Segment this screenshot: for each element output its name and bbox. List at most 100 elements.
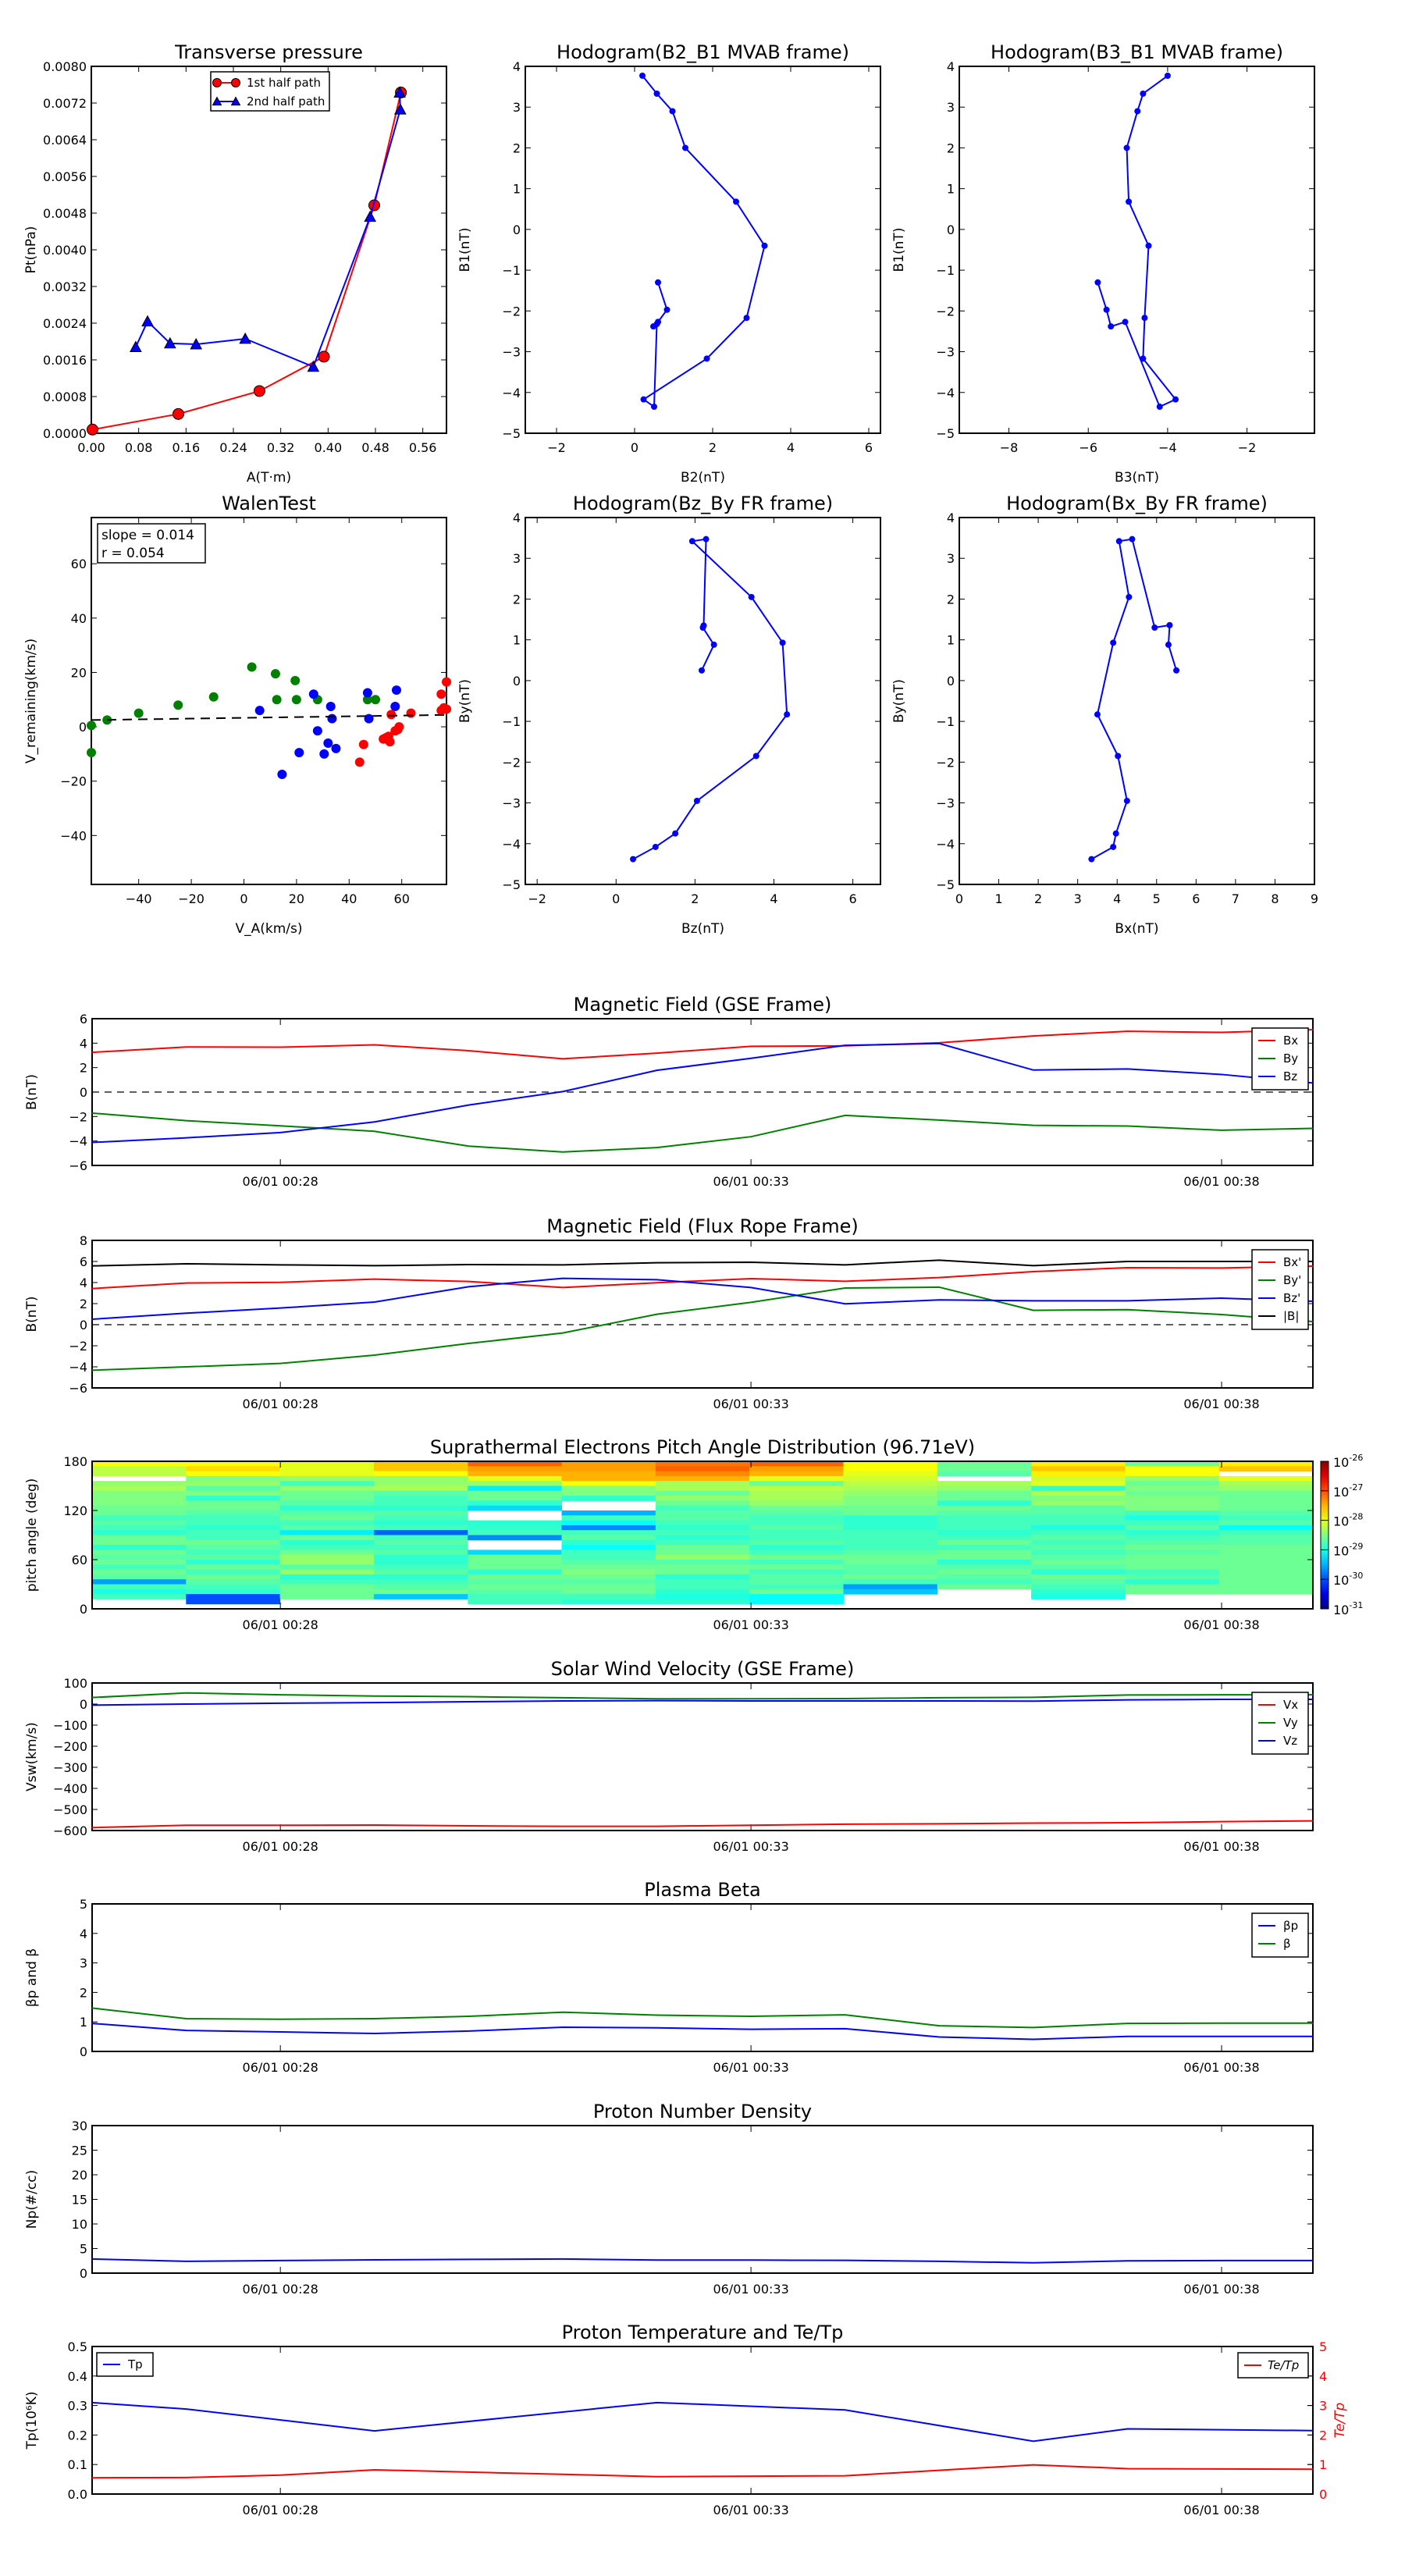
heatmap-cell: [1031, 1560, 1126, 1565]
chart-hodogram-bx-by: Hodogram(Bx_By FR frame) 0 1 2 3 4 5 6 7 8 9 Bx(nT)…: [891, 493, 1318, 937]
x-tick-label: 4: [1113, 891, 1121, 906]
heatmap-cell: [749, 1599, 844, 1605]
heatmap-cell: [655, 1485, 750, 1492]
heatmap-cell: [373, 1589, 468, 1595]
heatmap-cell: [937, 1525, 1032, 1531]
heatmap-cell: [186, 1589, 281, 1595]
heatmap-cell: [186, 1584, 281, 1590]
heatmap-cell: [1125, 1589, 1220, 1595]
y-tick-label: 4: [513, 59, 521, 74]
x-tick-label: 0: [955, 891, 963, 906]
scatter-point: [354, 757, 365, 767]
y-tick-label: 2: [947, 592, 955, 607]
chart-title: Hodogram(Bx_By FR frame): [1006, 493, 1268, 514]
y-tick-label: 0.0: [68, 2487, 87, 2502]
heatmap-cell: [1031, 1564, 1126, 1571]
heatmap-cell: [468, 1574, 563, 1580]
heatmap-cell: [1125, 1505, 1220, 1511]
y-axis-label: By(nT): [891, 679, 907, 723]
scatter-point: [364, 713, 374, 724]
scatter-point: [270, 669, 280, 679]
legend-label: Vy: [1283, 1716, 1298, 1730]
y-tick-label: −3: [936, 345, 955, 360]
heatmap-cell: [186, 1505, 281, 1511]
heatmap-cell: [1031, 1594, 1126, 1599]
chart-title: Hodogram(B2_B1 MVAB frame): [557, 41, 849, 63]
heatmap-cell: [843, 1535, 938, 1541]
heatmap-cell: [1031, 1481, 1126, 1486]
data-point: [87, 423, 99, 436]
heatmap-cell: [655, 1461, 750, 1467]
heatmap-cell: [843, 1505, 938, 1511]
heatmap-cell: [92, 1584, 187, 1590]
data-point: [141, 315, 154, 327]
heatmap-cell: [843, 1515, 938, 1521]
heatmap-cell: [373, 1481, 468, 1486]
x-tick-label: −8: [1000, 440, 1019, 455]
heatmap-cell: [1031, 1579, 1126, 1585]
heatmap-cell: [561, 1579, 656, 1585]
scatter-point: [294, 748, 304, 758]
heatmap-cell: [279, 1475, 375, 1482]
scatter-point: [325, 701, 336, 711]
y-tick-label: 0.3: [68, 2399, 87, 2414]
data-point: [1112, 830, 1119, 837]
heatmap-cell: [843, 1500, 938, 1507]
heatmap-cell: [749, 1485, 844, 1492]
heatmap-cell: [92, 1466, 187, 1472]
colorbar-tick-base: 10: [1333, 1543, 1349, 1558]
y-tick-label: −6: [69, 1158, 87, 1173]
heatmap-cell: [655, 1481, 750, 1486]
heatmap-cell: [279, 1505, 375, 1511]
heatmap-cell: [1031, 1490, 1126, 1496]
heatmap-cell: [749, 1535, 844, 1541]
y-tick-label: 60: [72, 1553, 87, 1567]
heatmap-cell: [655, 1545, 750, 1550]
heatmap-cell: [561, 1496, 656, 1501]
data-point: [693, 797, 700, 804]
heatmap-cell: [1125, 1560, 1220, 1565]
data-point: [655, 318, 661, 326]
heatmap-cell: [843, 1466, 938, 1472]
x-tick-label: 0: [240, 891, 247, 906]
heatmap-cell: [1218, 1564, 1314, 1571]
legend: Vx Vy Vz: [1251, 1692, 1309, 1755]
colorbar-tick-label: 10-30: [1333, 1571, 1363, 1588]
heatmap-cell: [843, 1569, 938, 1575]
heatmap-cell: [937, 1579, 1032, 1585]
heatmap-cell: [655, 1550, 750, 1556]
heatmap-cell: [1218, 1569, 1314, 1575]
data-point: [1172, 396, 1179, 403]
data-point: [655, 279, 661, 286]
y-tick-label: −200: [53, 1739, 87, 1754]
scatter-point: [319, 749, 329, 759]
series-line: [91, 2401, 1314, 2443]
heatmap-cell: [1218, 1550, 1314, 1556]
heatmap-cell: [937, 1564, 1032, 1571]
data-point: [1126, 593, 1133, 600]
y-axis-label: By(nT): [457, 679, 473, 723]
heatmap-cell: [937, 1584, 1032, 1590]
data-point: [779, 639, 786, 646]
heatmap-cell: [373, 1500, 468, 1507]
heatmap-cell: [373, 1564, 468, 1571]
y-tick-label: 0.0072: [43, 96, 87, 111]
y-tick-label: 5: [80, 1897, 87, 1912]
scatter-point: [254, 706, 265, 716]
heatmap-cell: [1031, 1515, 1126, 1521]
scatter-point: [331, 743, 341, 753]
heatmap-cell: [279, 1461, 375, 1467]
x-tick-label: 06/01 00:38: [1183, 1839, 1259, 1854]
y-tick-label: 4: [513, 511, 521, 525]
heatmap-cell: [373, 1466, 468, 1472]
legend-marker: [231, 78, 240, 87]
heatmap-cell: [1125, 1564, 1220, 1571]
heatmap-cell: [92, 1530, 187, 1535]
x-tick-label: −2: [547, 440, 566, 455]
scatter-point: [308, 689, 318, 699]
legend-label: |B|: [1283, 1309, 1299, 1323]
data-point: [672, 830, 679, 837]
x-tick-label: 0.08: [125, 440, 153, 455]
heatmap-cell: [749, 1490, 844, 1496]
series-line: [91, 2007, 1313, 2029]
